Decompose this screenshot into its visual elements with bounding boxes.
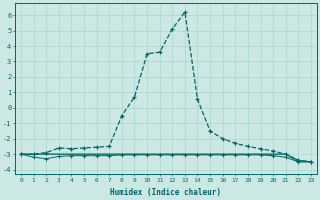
X-axis label: Humidex (Indice chaleur): Humidex (Indice chaleur) bbox=[110, 188, 221, 197]
